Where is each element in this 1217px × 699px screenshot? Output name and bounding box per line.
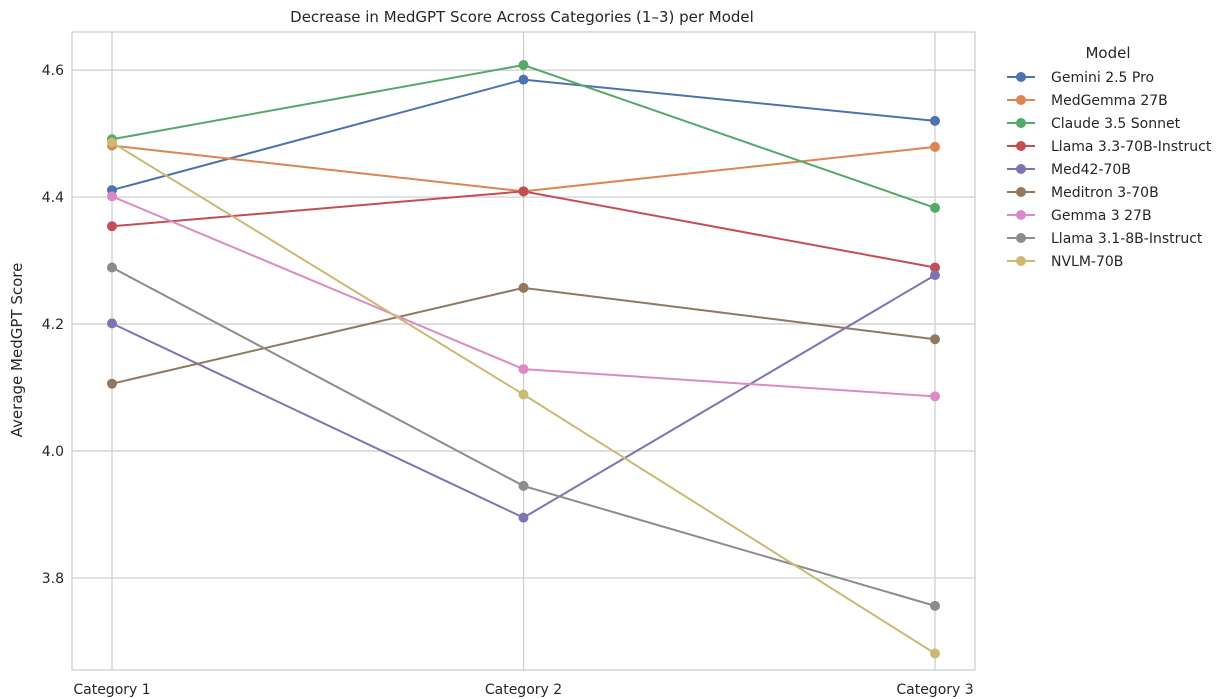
legend-item: Llama 3.3-70B-Instruct [1007,139,1212,155]
data-point [107,191,117,202]
legend-marker [1016,256,1026,266]
legend-marker [1016,141,1026,151]
legend-marker [1016,95,1026,105]
series-3 [107,186,940,273]
y-axis-label: Average MedGPT Score [8,263,26,438]
legend-title: Model [1085,44,1130,62]
data-point [930,141,940,152]
data-point [107,221,117,232]
series-0 [107,74,940,196]
series-6 [107,191,940,402]
data-point [518,389,529,400]
legend-item: Claude 3.5 Sonnet [1007,116,1181,132]
x-tick-label: Category 2 [485,682,562,698]
series-2 [107,60,940,213]
legend-item: Med42-70B [1007,162,1131,178]
data-point [107,262,117,273]
data-point [518,480,529,491]
y-tick-label: 4.6 [42,63,64,79]
axes: 3.8 4.0 4.2 4.4 4.6 Category 1 Category 2 Categ… [42,31,976,698]
legend-label: Claude 3.5 Sonnet [1051,116,1181,132]
legend-item: Gemini 2.5 Pro [1007,70,1154,86]
data-point [518,364,529,375]
series-lines [107,60,940,659]
legend-label: Meditron 3-70B [1051,185,1159,201]
legend-item: Meditron 3-70B [1007,185,1159,201]
series-4 [107,270,940,523]
legend-label: Gemma 3 27B [1051,208,1152,224]
legend-marker [1016,187,1026,197]
legend-marker [1016,164,1026,174]
y-tick-label: 4.2 [42,317,64,333]
data-point [518,282,529,293]
legend-marker [1016,233,1026,243]
data-point [107,137,117,148]
data-point [930,334,940,345]
legend-marker [1016,118,1026,128]
legend-item: Gemma 3 27B [1007,208,1152,224]
series-5 [107,282,940,389]
legend-marker [1016,210,1026,220]
series-8 [107,137,940,659]
data-point [930,648,940,659]
series-7 [107,262,940,611]
legend-marker [1016,72,1026,82]
y-tick-label: 3.8 [42,571,64,587]
data-point [930,115,940,126]
legend-label: Med42-70B [1051,162,1131,178]
legend-label: Gemini 2.5 Pro [1051,70,1154,86]
plot-frame [71,31,976,671]
data-point [930,391,940,402]
data-point [518,60,529,71]
legend-label: NVLM-70B [1051,254,1123,270]
legend-label: Llama 3.1-8B-Instruct [1051,231,1203,247]
grid [72,32,975,670]
legend-item: MedGemma 27B [1007,93,1168,109]
data-point [107,318,117,329]
data-point [930,202,940,213]
data-point [518,186,529,197]
data-point [518,512,529,523]
x-tick-label: Category 3 [896,682,973,698]
legend-item: NVLM-70B [1007,254,1123,270]
data-point [107,378,117,389]
legend-item: Llama 3.1-8B-Instruct [1007,231,1203,247]
data-point [518,74,529,85]
legend: Model Gemini 2.5 Pro MedGemma 27B Claude 3… [1007,44,1212,270]
legend-label: MedGemma 27B [1051,93,1168,109]
data-point [930,270,940,281]
y-tick-label: 4.4 [42,190,64,206]
chart-title: Decrease in MedGPT Score Across Categori… [290,8,754,26]
y-tick-label: 4.0 [42,444,64,460]
legend-label: Llama 3.3-70B-Instruct [1051,139,1212,155]
data-point [930,600,940,611]
x-tick-label: Category 1 [73,682,150,698]
data-point [930,262,940,273]
